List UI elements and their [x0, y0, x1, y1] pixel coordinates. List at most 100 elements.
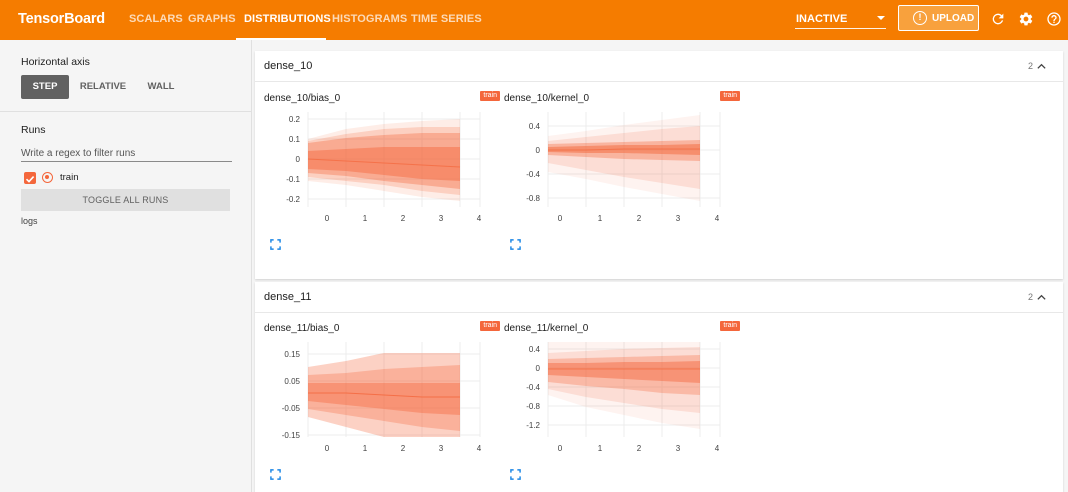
distribution-plot[interactable]: 0.4 0 -0.4 -0.8 -1.2 0 1 2 3 4	[504, 339, 740, 459]
chart-title: dense_10/kernel_0	[504, 93, 590, 104]
y-tick: -0.4	[526, 170, 540, 179]
y-tick: -1.2	[526, 421, 540, 430]
y-tick: 0	[536, 364, 541, 373]
x-tick: 2	[637, 444, 642, 453]
horizontal-axis-title: Horizontal axis	[21, 56, 90, 68]
caret-down-icon	[877, 16, 885, 20]
sidebar: Horizontal axis STEP RELATIVE WALL Runs …	[0, 40, 252, 492]
group-card-dense-11: dense_11 2 dense_11/bias_0 train 0.15	[255, 282, 1063, 492]
chart-card-dense-11-kernel: dense_11/kernel_0 train 0.4 0 -0.4 -0.8 …	[504, 319, 740, 492]
app-title: TensorBoard	[18, 11, 105, 27]
axis-option-step[interactable]: STEP	[21, 75, 69, 99]
x-tick: 1	[363, 214, 368, 223]
x-tick: 4	[477, 214, 482, 223]
x-tick: 0	[325, 214, 330, 223]
y-axis-ticks: 0.4 0 -0.4 -0.8 -1.2	[526, 345, 540, 430]
distribution-plot[interactable]: 0.15 0.05 -0.05 -0.15 0 1 2 3 4	[264, 339, 500, 459]
chart-title: dense_11/bias_0	[264, 323, 340, 334]
y-axis-ticks: 0.4 0 -0.4 -0.8	[526, 122, 540, 203]
distribution-plot[interactable]: 0.4 0 -0.4 -0.8 0 1 2 3 4	[504, 109, 740, 229]
chart-title: dense_10/bias_0	[264, 93, 341, 104]
main-content: dense_10 2 dense_10/bias_0 train 0.2	[253, 40, 1068, 492]
info-circle-icon: !	[913, 11, 927, 25]
active-tab-indicator	[236, 38, 326, 40]
x-tick: 3	[439, 444, 444, 453]
y-tick: 0.1	[289, 135, 301, 144]
run-color-indicator-train[interactable]	[42, 172, 53, 183]
group-header-dense-10[interactable]: dense_10 2	[255, 51, 1063, 82]
x-tick: 2	[401, 214, 406, 223]
tab-graphs[interactable]: GRAPHS	[188, 13, 236, 25]
y-tick: 0	[296, 155, 301, 164]
run-filter-input[interactable]	[21, 146, 232, 162]
chart-card-dense-10-kernel: dense_10/kernel_0 train 0.4 0 -0.4 -0.8	[504, 89, 740, 264]
y-tick: 0.4	[529, 122, 541, 131]
sidebar-divider	[0, 111, 252, 112]
help-icon[interactable]	[1046, 11, 1062, 27]
y-tick: 0	[536, 146, 541, 155]
x-tick: 0	[558, 214, 563, 223]
run-status-select[interactable]: INACTIVE	[795, 11, 886, 29]
gear-icon[interactable]	[1018, 11, 1034, 27]
toggle-all-runs-button[interactable]: TOGGLE ALL RUNS	[21, 189, 230, 211]
x-tick: 1	[598, 214, 603, 223]
group-header-dense-11[interactable]: dense_11 2	[255, 282, 1063, 313]
run-label-train: train	[60, 172, 79, 183]
tab-time-series[interactable]: TIME SERIES	[411, 13, 482, 25]
y-tick: 0.4	[529, 345, 541, 354]
top-app-bar: TensorBoard SCALARS GRAPHS DISTRIBUTIONS…	[0, 0, 1068, 40]
x-tick: 4	[477, 444, 482, 453]
distribution-plot[interactable]: 0.2 0.1 0 -0.1 -0.2 0 1 2 3 4	[264, 109, 500, 229]
x-axis-ticks: 0 1 2 3 4	[558, 214, 720, 223]
run-badge: train	[480, 321, 500, 331]
x-tick: 1	[363, 444, 368, 453]
y-tick: -0.05	[282, 404, 301, 413]
fullscreen-icon[interactable]	[510, 469, 521, 480]
x-tick: 1	[598, 444, 603, 453]
refresh-icon[interactable]	[990, 11, 1006, 27]
x-tick: 0	[325, 444, 330, 453]
fullscreen-icon[interactable]	[510, 239, 521, 250]
group-title: dense_10	[264, 60, 313, 72]
group-card-dense-10: dense_10 2 dense_10/bias_0 train 0.2	[255, 51, 1063, 279]
tab-scalars[interactable]: SCALARS	[129, 13, 183, 25]
group-count: 2	[1027, 292, 1033, 302]
x-tick: 2	[637, 214, 642, 223]
run-badge: train	[720, 91, 740, 101]
y-axis-ticks: 0.2 0.1 0 -0.1 -0.2	[286, 115, 300, 204]
x-axis-ticks: 0 1 2 3 4	[325, 214, 482, 223]
axis-option-relative[interactable]: RELATIVE	[79, 81, 127, 92]
chart-card-dense-10-bias: dense_10/bias_0 train 0.2 0.1 0 -0.1 -0.…	[264, 89, 500, 264]
x-tick: 4	[715, 214, 720, 223]
upload-button[interactable]: ! UPLOAD	[898, 5, 979, 31]
x-axis-ticks: 0 1 2 3 4	[558, 444, 720, 453]
fullscreen-icon[interactable]	[270, 469, 281, 480]
run-status-value: INACTIVE	[796, 13, 848, 25]
tab-distributions[interactable]: DISTRIBUTIONS	[244, 13, 331, 25]
runs-title: Runs	[21, 124, 46, 136]
chart-title: dense_11/kernel_0	[504, 323, 589, 334]
chart-card-dense-11-bias: dense_11/bias_0 train 0.15 0.05 -0.05 -0…	[264, 319, 500, 492]
x-tick: 0	[558, 444, 563, 453]
chevron-up-icon[interactable]	[1036, 292, 1047, 303]
y-tick: -0.2	[286, 195, 300, 204]
x-tick: 3	[676, 214, 681, 223]
chevron-up-icon[interactable]	[1036, 61, 1047, 72]
group-count: 2	[1027, 61, 1033, 71]
logdir-label: logs	[21, 216, 38, 226]
y-tick: 0.15	[284, 350, 300, 359]
y-tick: -0.8	[526, 194, 540, 203]
run-checkbox-train[interactable]	[24, 172, 36, 184]
y-tick: -0.15	[282, 431, 301, 440]
tab-histograms[interactable]: HISTOGRAMS	[332, 13, 408, 25]
y-tick: -0.8	[526, 402, 540, 411]
axis-option-wall[interactable]: WALL	[147, 81, 175, 92]
x-tick: 4	[715, 444, 720, 453]
y-tick: -0.1	[286, 175, 300, 184]
x-tick: 3	[676, 444, 681, 453]
y-tick: 0.05	[284, 377, 300, 386]
fullscreen-icon[interactable]	[270, 239, 281, 250]
group-title: dense_11	[264, 291, 312, 303]
x-tick: 3	[439, 214, 444, 223]
upload-label: UPLOAD	[932, 13, 975, 24]
